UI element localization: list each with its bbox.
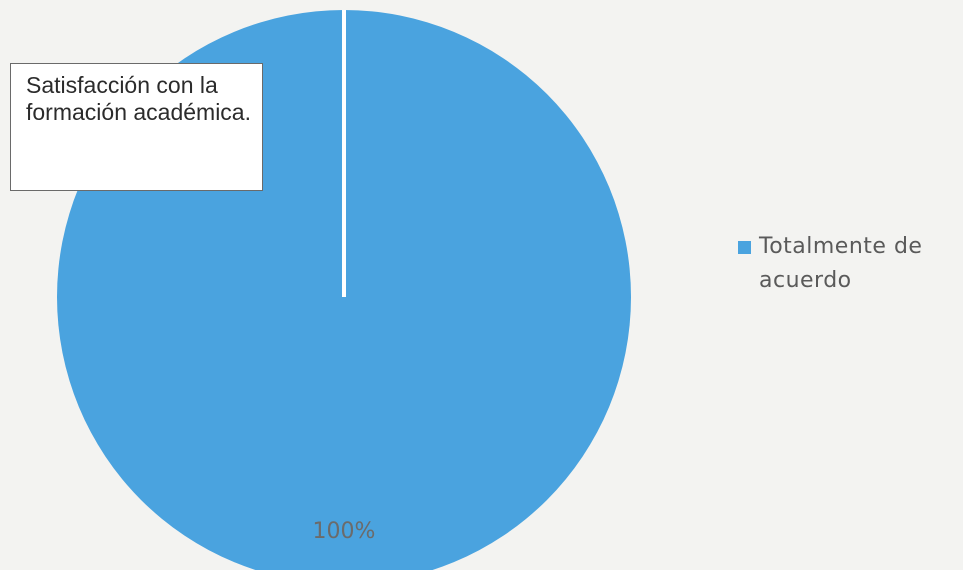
data-label-totalmente-de-acuerdo: 100% [313,519,376,544]
chart-title: Satisfacción con la formación académica. [26,72,251,125]
chart-title-box: Satisfacción con la formación académica. [10,63,263,191]
legend-swatch-totalmente-de-acuerdo [738,241,751,254]
legend-label-totalmente-de-acuerdo: Totalmente de acuerdo [759,234,923,293]
chart-legend: Totalmente de acuerdo [738,230,958,298]
